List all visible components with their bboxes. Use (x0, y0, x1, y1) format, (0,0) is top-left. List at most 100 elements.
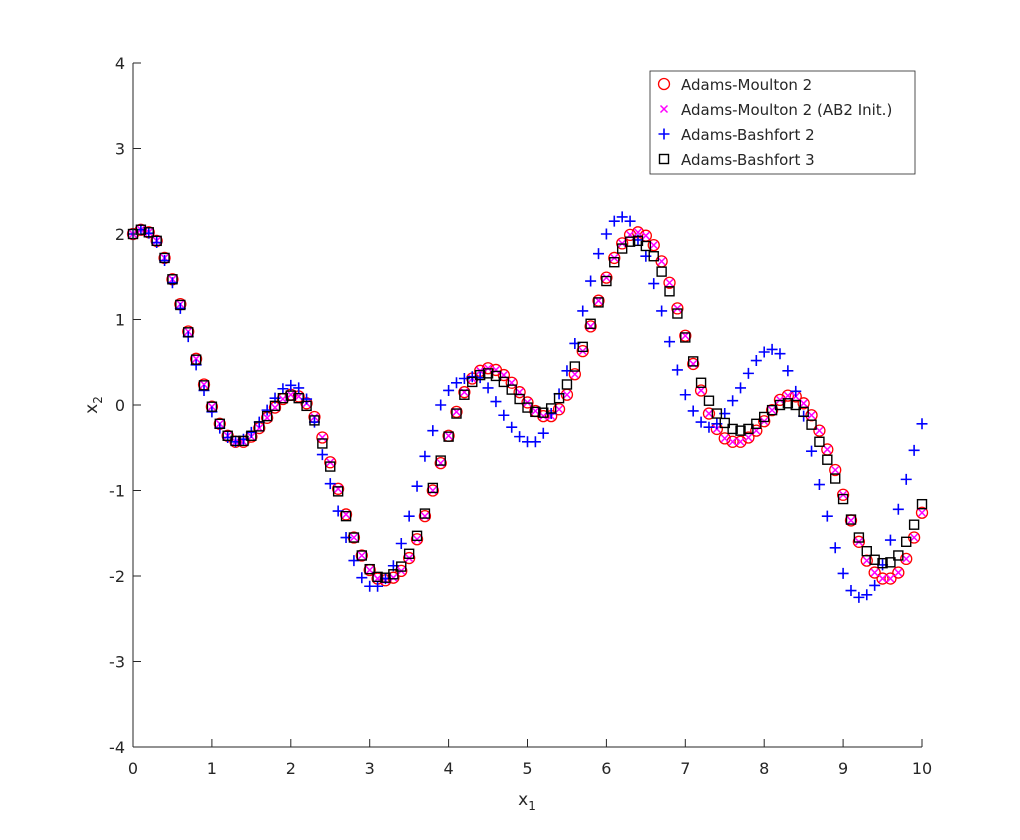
data-point (915, 506, 929, 519)
data-point (151, 237, 163, 249)
data-point (593, 248, 605, 260)
data-point (742, 431, 755, 444)
data-point (411, 480, 423, 492)
data-point (199, 380, 209, 389)
data-point (254, 421, 265, 432)
data-point (183, 327, 194, 338)
data-point (822, 454, 833, 465)
data-point (389, 573, 398, 582)
legend-label: Adams-Bashfort 3 (681, 151, 815, 169)
data-point (870, 568, 879, 577)
data-point (601, 275, 612, 287)
y-tick-label: -4 (109, 738, 125, 757)
data-point (892, 503, 904, 515)
x-tick-label: 8 (759, 759, 769, 778)
data-point (285, 379, 297, 391)
data-point (641, 231, 650, 240)
data-point (402, 551, 416, 565)
y-tick-label: -1 (109, 482, 125, 501)
x-tick-label: 0 (128, 759, 138, 778)
data-point (395, 538, 407, 550)
legend-marker (657, 77, 671, 91)
data-point (458, 386, 471, 399)
data-point (482, 368, 494, 379)
data-point (815, 426, 824, 435)
data-point (348, 532, 360, 543)
legend-item: Adams-Bashfort 2 (658, 126, 815, 144)
data-point (616, 237, 629, 250)
data-point (316, 449, 328, 461)
data-point (340, 510, 352, 522)
data-point (671, 302, 684, 315)
data-point (751, 418, 762, 430)
data-point (562, 390, 571, 399)
data-point (585, 318, 596, 329)
data-point (531, 406, 540, 416)
data-point (552, 403, 566, 416)
data-point (649, 241, 658, 250)
x-tick-label: 2 (286, 759, 296, 778)
data-point (419, 450, 431, 462)
data-point (727, 395, 739, 407)
legend-label: Adams-Bashfort 2 (681, 126, 815, 144)
data-point (798, 406, 809, 418)
data-point (357, 551, 366, 560)
data-point (584, 320, 597, 333)
data-point (893, 550, 904, 561)
data-point (908, 444, 920, 456)
data-point (356, 572, 368, 584)
data-point (602, 273, 611, 282)
data-point (365, 565, 374, 575)
data-point (561, 379, 573, 390)
y-tick-label: -3 (109, 653, 125, 672)
data-point (876, 572, 889, 585)
data-point (190, 354, 202, 365)
data-point (766, 343, 778, 355)
data-point (687, 357, 700, 371)
data-point (490, 396, 502, 408)
x-tick-label: 4 (444, 759, 454, 778)
data-point (410, 533, 424, 546)
data-point (403, 548, 415, 559)
data-point (868, 566, 881, 579)
data-point (206, 401, 218, 412)
data-point (539, 412, 548, 421)
data-point (813, 479, 825, 491)
data-point (894, 568, 903, 577)
data-point (648, 278, 660, 290)
data-point (814, 436, 825, 447)
data-point (902, 554, 911, 563)
data-point (831, 465, 840, 475)
data-point (317, 438, 328, 449)
data-point (790, 385, 802, 397)
data-point (419, 508, 431, 519)
data-point (687, 405, 699, 417)
legend-marker (659, 104, 669, 114)
data-point (285, 390, 296, 401)
data-point (679, 389, 691, 401)
data-point (633, 228, 642, 237)
data-point (704, 409, 714, 418)
y-tick-label: 0 (115, 396, 125, 415)
legend-label: Adams-Moulton 2 (AB2 Init.) (681, 101, 892, 119)
data-point (830, 473, 841, 484)
data-point (750, 424, 763, 437)
data-point (592, 294, 605, 307)
data-point (318, 433, 327, 442)
data-point (309, 415, 320, 426)
data-point (372, 580, 384, 592)
data-point (703, 395, 715, 406)
data-point (568, 368, 581, 381)
data-point (774, 348, 786, 360)
data-point (687, 356, 699, 367)
data-point (388, 569, 399, 580)
data-point (545, 403, 557, 414)
data-point (821, 510, 833, 522)
data-point (418, 510, 432, 523)
data-point (608, 251, 621, 265)
data-point (735, 425, 746, 436)
data-point (308, 416, 320, 428)
data-point (166, 277, 178, 289)
data-point (694, 384, 708, 397)
data-point (380, 572, 391, 583)
